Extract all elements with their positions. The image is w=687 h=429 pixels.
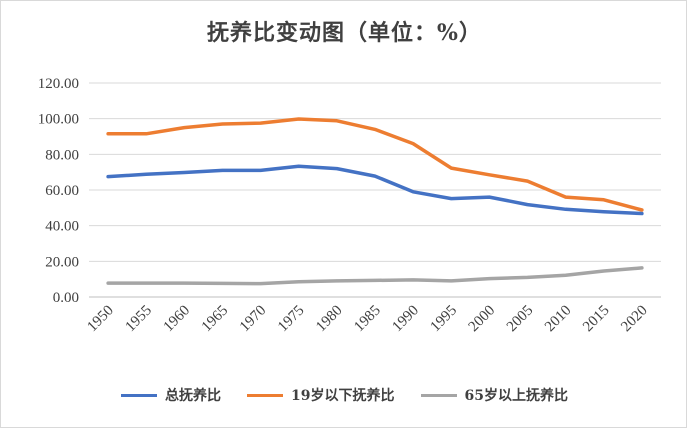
- legend-item: 总抚养比: [121, 385, 221, 405]
- y-axis-ticks: 0.00 20.00 40.00 60.00 80.00 100.00 120.00: [38, 76, 79, 306]
- legend-swatch: [121, 393, 158, 397]
- y-tick-label: 80.00: [45, 147, 79, 163]
- y-tick-label: 60.00: [45, 183, 79, 199]
- x-tick-label: 1975: [275, 303, 308, 336]
- x-tick-label: 1950: [84, 303, 117, 336]
- chart-legend: 总抚养比 19岁以下抚养比 65岁以上抚养比: [1, 385, 687, 405]
- x-tick-label: 2020: [618, 303, 651, 336]
- x-tick-label: 1990: [389, 303, 422, 336]
- x-axis-ticks: 1950 1955 1960 1965 1970 1975 1980 1985 1990 1995…: [84, 303, 650, 336]
- x-tick-label: 2015: [580, 303, 613, 336]
- legend-label: 总抚养比: [165, 388, 222, 404]
- x-tick-label: 2010: [542, 303, 575, 336]
- x-tick-label: 1955: [123, 303, 156, 336]
- x-tick-label: 1985: [351, 303, 384, 336]
- x-tick-label: 1980: [313, 303, 346, 336]
- grid-lines: [89, 82, 661, 298]
- y-tick-label: 0.00: [53, 290, 79, 306]
- x-tick-label: 1960: [161, 303, 194, 336]
- y-tick-label: 20.00: [45, 254, 79, 270]
- series-lines: [106, 117, 644, 286]
- y-tick-label: 40.00: [45, 219, 79, 235]
- legend-item: 65岁以上抚养比: [420, 385, 568, 405]
- legend-label: 19岁以下抚养比: [291, 388, 395, 404]
- x-tick-label: 1995: [428, 303, 461, 336]
- y-tick-label: 100.00: [38, 112, 79, 128]
- x-tick-label: 2000: [466, 303, 499, 336]
- legend-swatch: [420, 393, 457, 397]
- x-tick-label: 1965: [199, 303, 232, 336]
- legend-item: 19岁以下抚养比: [247, 385, 395, 405]
- x-tick-label: 1970: [237, 303, 270, 336]
- series-line: [106, 164, 644, 216]
- legend-swatch: [247, 393, 284, 397]
- series-line: [106, 266, 644, 286]
- legend-label: 65岁以上抚养比: [464, 388, 568, 404]
- chart-title: 抚养比变动图（单位：%）: [207, 20, 482, 46]
- x-tick-label: 2005: [504, 303, 537, 336]
- series-line: [106, 117, 644, 212]
- y-tick-label: 120.00: [38, 76, 79, 92]
